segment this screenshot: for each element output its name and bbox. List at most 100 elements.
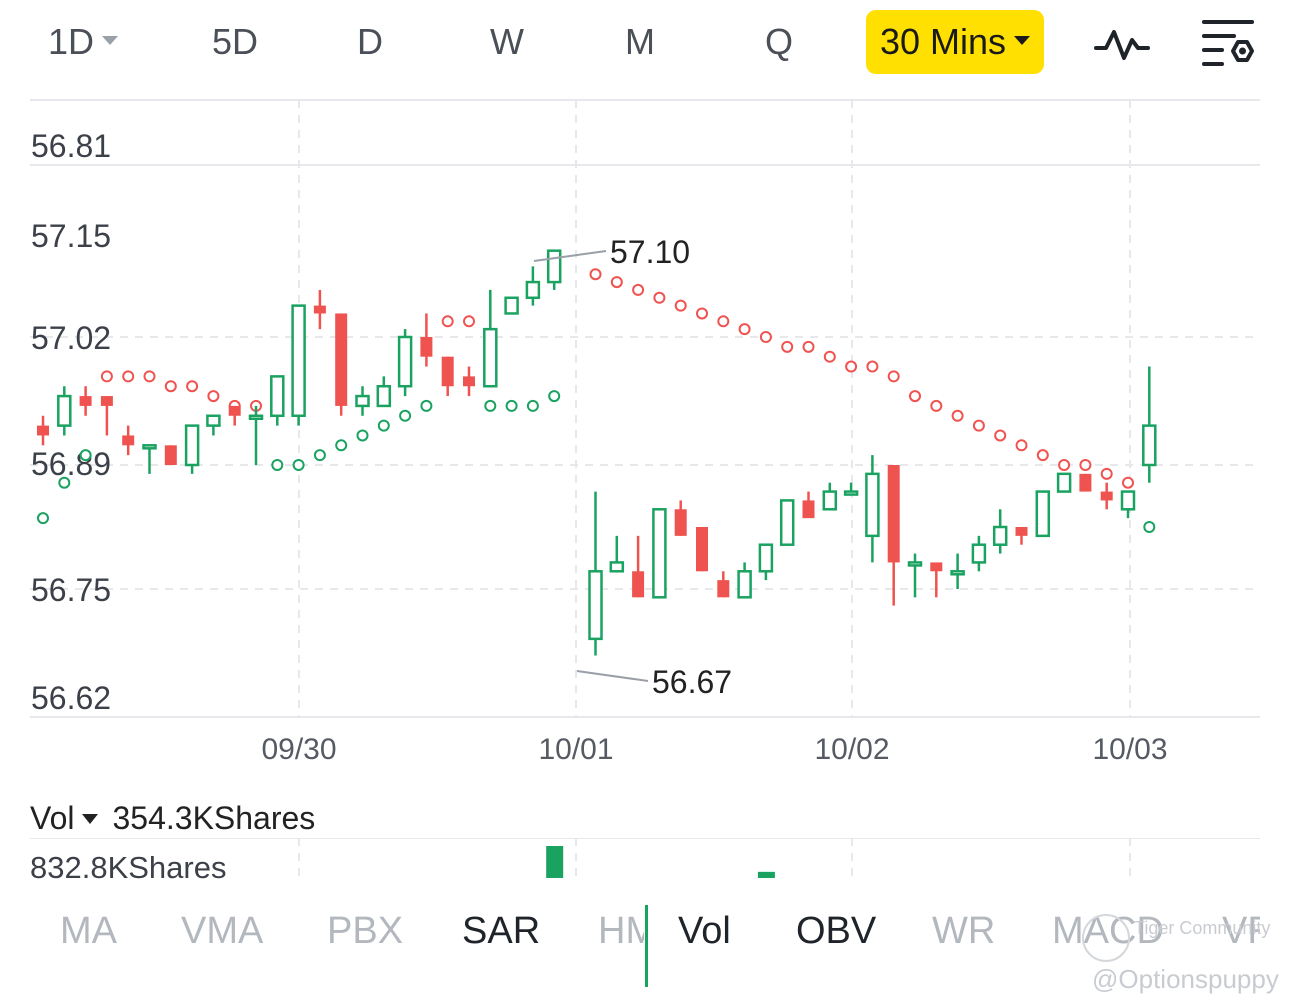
candle-body — [1035, 490, 1051, 538]
volume-chart — [30, 838, 1260, 880]
timeframe-1d[interactable]: 1D — [48, 18, 119, 66]
sar-dot — [653, 291, 666, 304]
candle-body — [483, 327, 498, 388]
candle-body — [971, 543, 987, 564]
timeframe-m-label: M — [625, 21, 655, 62]
timeframe-q-label: Q — [765, 21, 794, 62]
watermark-community: Tiger Community — [1134, 918, 1271, 938]
tab-vma[interactable]: VMA — [181, 910, 264, 952]
candle-body — [843, 490, 859, 496]
volume-header[interactable]: Vol 354.3KShares — [30, 800, 315, 837]
sar-dots — [37, 268, 1156, 533]
timeframe-w[interactable]: W — [490, 18, 524, 66]
tab-ma[interactable]: MA — [60, 910, 117, 952]
sar-dot — [972, 419, 985, 432]
candle — [1100, 482, 1113, 510]
candle — [822, 482, 838, 511]
candle-body — [228, 405, 241, 416]
sar-dot — [632, 283, 645, 296]
timeframe-q[interactable]: Q — [765, 18, 793, 66]
indicator-line-button[interactable] — [1092, 18, 1152, 70]
chart-settings-button[interactable] — [1198, 18, 1258, 70]
candle — [463, 366, 475, 397]
candle-body — [930, 562, 943, 572]
candle — [632, 535, 645, 598]
sar-dot — [1100, 467, 1113, 480]
tab-sar[interactable]: SAR — [462, 910, 541, 952]
sar-dot — [696, 307, 708, 320]
timeframe-30-mins[interactable]: 30 Mins — [866, 10, 1045, 74]
sar-dot — [802, 340, 815, 353]
candle-body — [802, 500, 815, 519]
candle — [355, 386, 370, 416]
candle-body — [822, 490, 838, 511]
candle — [248, 405, 264, 465]
tab-obv[interactable]: OBV — [796, 910, 877, 952]
candle — [270, 375, 285, 426]
sar-dot — [1143, 521, 1156, 533]
y-tick-label: 56.89 — [31, 446, 111, 482]
y-axis-labels: 56.81 57.15 57.02 56.89 56.75 56.62 — [31, 128, 111, 716]
timeframe-m[interactable]: M — [625, 18, 655, 66]
candle-body — [57, 394, 72, 427]
candle — [1035, 490, 1051, 538]
candle-body — [463, 376, 475, 387]
tab-pbx[interactable]: PBX — [327, 910, 404, 952]
tab-hm[interactable]: HM — [598, 910, 644, 952]
candle-body — [313, 305, 326, 314]
volume-bar — [757, 871, 775, 878]
volume-label: Vol — [30, 800, 75, 836]
candle-body — [142, 444, 157, 450]
volume-max-label: 832.8KShares — [30, 850, 227, 885]
candle-body — [1120, 490, 1136, 511]
sar-dot — [548, 390, 561, 403]
sar-dot — [484, 399, 497, 412]
low-callout-label: 56.67 — [652, 664, 732, 700]
candle — [420, 313, 433, 367]
volume-grid — [298, 838, 1131, 880]
candlestick-chart[interactable]: 56.81 57.15 57.02 56.89 56.75 56.62 57.10 56.6… — [0, 95, 1290, 785]
candle-body — [164, 445, 177, 465]
chevron-down-icon — [82, 814, 99, 824]
timeframe-d-label: D — [357, 21, 383, 62]
candle-body — [504, 296, 519, 315]
candle — [992, 509, 1008, 554]
candle — [335, 313, 348, 416]
tab-vr[interactable]: VR — [1222, 910, 1260, 952]
sar-dot — [186, 380, 199, 393]
sar-dot — [674, 299, 687, 312]
candle-body — [376, 384, 392, 408]
y-tick-label: 57.02 — [31, 320, 111, 356]
candle — [79, 386, 92, 416]
high-callout-line — [533, 250, 607, 262]
sar-dot — [420, 399, 433, 412]
candle — [887, 465, 900, 606]
candle — [758, 543, 774, 581]
candle-body — [588, 570, 603, 641]
y-tick-label: 56.62 — [31, 680, 111, 716]
candle — [483, 289, 498, 388]
tab-vol[interactable]: Vol — [678, 910, 731, 952]
sar-dot — [781, 340, 794, 353]
candle — [164, 445, 177, 465]
x-tick-label: 10/01 — [538, 733, 613, 766]
sar-dot — [164, 380, 177, 393]
candle-body — [37, 425, 49, 436]
sar-dot — [866, 360, 879, 373]
candle — [142, 444, 157, 474]
candle — [1120, 490, 1136, 519]
candle-body — [184, 424, 200, 467]
sar-dot — [1079, 459, 1092, 471]
candle-body — [420, 337, 433, 357]
sar-dot — [951, 409, 964, 422]
candle-body — [652, 508, 667, 599]
tab-wr[interactable]: WR — [932, 910, 996, 952]
sar-dot — [143, 370, 156, 383]
candle — [717, 571, 730, 598]
candles — [37, 249, 1157, 656]
sar-dot — [589, 268, 602, 281]
candle — [291, 304, 306, 426]
timeframe-5d[interactable]: 5D — [212, 18, 258, 66]
candle-body — [525, 280, 541, 300]
timeframe-d[interactable]: D — [357, 18, 383, 66]
